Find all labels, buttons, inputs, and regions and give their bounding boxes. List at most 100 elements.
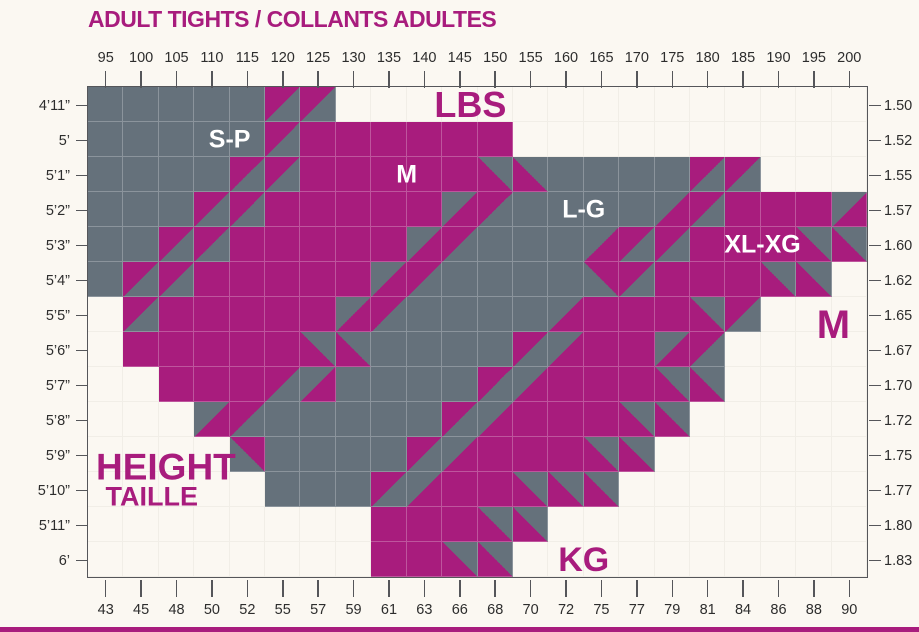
size-cell (831, 87, 867, 122)
size-cell (194, 262, 230, 297)
size-cell (512, 332, 549, 367)
size-cell (442, 367, 478, 402)
size-cell (158, 87, 195, 122)
size-cell (158, 542, 195, 577)
bottom-axis-label: 72 (557, 602, 575, 618)
size-cell (158, 122, 195, 157)
size-cell (512, 262, 549, 297)
size-cell (123, 192, 159, 227)
size-cell (654, 157, 690, 192)
axis-tick (868, 314, 881, 317)
size-cell (194, 122, 230, 157)
size-cell (654, 262, 690, 297)
size-cell (229, 472, 266, 507)
size-cell (831, 122, 867, 157)
top-axis-label: 160 (553, 50, 579, 66)
size-cell (406, 367, 443, 402)
axis-tick (494, 71, 496, 88)
size-cell (477, 262, 513, 297)
size-cell (335, 367, 372, 402)
axis-tick (868, 419, 881, 422)
size-cell (760, 192, 797, 227)
axis-tick (388, 71, 390, 88)
size-cell (512, 157, 549, 192)
top-axis-label: 195 (801, 50, 826, 66)
axis-tick (352, 580, 355, 597)
size-cell (654, 227, 690, 262)
axis-tick (529, 580, 532, 597)
bottom-axis-label: 84 (734, 602, 752, 618)
size-cell (796, 297, 832, 332)
size-cell (335, 122, 372, 157)
size-cell (583, 157, 620, 192)
size-cell (725, 542, 761, 577)
right-axis-label: 1.50 (884, 97, 913, 114)
bottom-axis-label: 57 (310, 602, 327, 618)
size-cell (619, 192, 655, 227)
size-cell (689, 507, 726, 542)
size-cell (689, 297, 726, 332)
size-cell (760, 472, 797, 507)
bottom-axis-label: 79 (664, 602, 681, 618)
top-axis-label: 105 (164, 50, 189, 66)
size-cell (371, 87, 407, 122)
size-cell (265, 157, 301, 192)
axis-tick (76, 209, 88, 212)
size-cell (123, 507, 159, 542)
size-cell (229, 227, 266, 262)
bottom-axis-label: 52 (239, 602, 256, 618)
size-cell (725, 437, 761, 472)
size-cell (760, 542, 797, 577)
size-cell (796, 542, 832, 577)
size-cell (265, 122, 301, 157)
chart-label-taille: TAILLE (105, 481, 198, 511)
size-cell (335, 437, 372, 472)
size-cell (760, 367, 797, 402)
size-cell (477, 87, 513, 122)
size-cell (477, 332, 513, 367)
left-axis-label: 5’3” (45, 237, 70, 254)
size-cell (548, 332, 584, 367)
axis-tick (76, 349, 88, 352)
axis-tick (868, 244, 881, 247)
axis-tick (76, 454, 88, 457)
axis-tick (104, 71, 107, 88)
axis-tick (529, 71, 532, 88)
bottom-axis-label: 90 (841, 602, 858, 618)
top-axis-label: 145 (447, 50, 472, 66)
size-cell (123, 402, 159, 437)
axis-tick (76, 279, 88, 282)
size-cell (548, 542, 584, 577)
size-cell (123, 367, 159, 402)
size-cell (725, 402, 761, 437)
size-cell (796, 332, 832, 367)
size-cell (194, 227, 230, 262)
size-cell (477, 297, 513, 332)
size-cell (654, 472, 690, 507)
size-cell (229, 402, 266, 437)
right-axis-label: 1.75 (884, 447, 913, 464)
size-cell (512, 542, 549, 577)
size-cell (406, 542, 443, 577)
axis-tick (388, 580, 390, 597)
size-cell (477, 507, 513, 542)
size-cell (229, 297, 266, 332)
size-cell (477, 192, 513, 227)
bottom-axis-label: 50 (203, 602, 220, 618)
size-cell (512, 87, 549, 122)
size-cell (689, 472, 726, 507)
size-cell (88, 542, 124, 577)
size-cell (831, 472, 867, 507)
size-cell (194, 402, 230, 437)
size-cell (265, 507, 301, 542)
top-axis-label: 120 (270, 50, 295, 66)
size-cell (300, 157, 336, 192)
size-cell (760, 402, 797, 437)
size-cell (335, 507, 372, 542)
size-cell (265, 472, 301, 507)
chart-label-m: M (816, 303, 851, 347)
size-cell (265, 367, 301, 402)
size-cell (512, 507, 549, 542)
size-cell (619, 262, 655, 297)
